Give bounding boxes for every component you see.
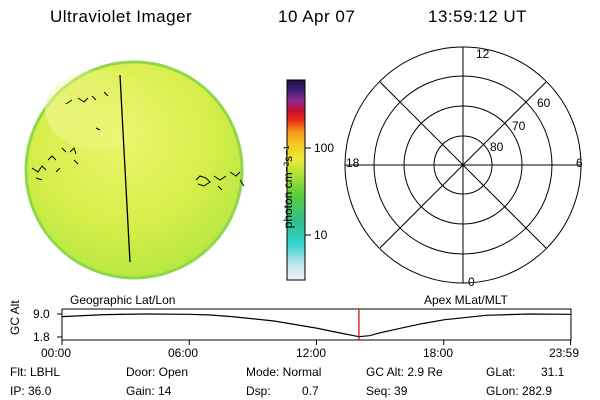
mode-info: Mode: Normal <box>246 365 322 379</box>
glat-value: 31.1 <box>541 365 565 379</box>
orbit-xtick-1200: 12:00 <box>296 346 327 360</box>
coastline-east <box>195 171 245 191</box>
seq-info: Seq: 39 <box>366 384 408 398</box>
projection-apex-label: Apex MLat/MLT <box>424 293 508 307</box>
colorbar-tick-10: 10 <box>314 228 328 242</box>
intensity-colorbar <box>286 79 311 281</box>
dsp-info: Dsp: <box>246 384 271 398</box>
mlat-label-80: 80 <box>490 140 504 154</box>
mlt-label-6: 6 <box>576 156 583 170</box>
mlt-label-18: 18 <box>346 156 360 170</box>
orbit-xtick-2359: 23:59 <box>549 346 580 360</box>
mlt-label-12: 12 <box>476 47 490 61</box>
door-info: Door: Open <box>126 365 189 379</box>
filter-info: Flt: LBHL <box>10 365 61 379</box>
orbit-ytick-9: 9.0 <box>33 307 50 321</box>
mlat-label-60: 60 <box>537 96 551 110</box>
orbit-ytick-1-8: 1.8 <box>33 330 50 344</box>
dsp-value: 0.7 <box>302 384 319 398</box>
coastline-west <box>31 91 109 181</box>
projection-geographic-label: Geographic Lat/Lon <box>70 293 176 307</box>
gain-info: Gain: 14 <box>126 384 172 398</box>
orbit-xtick-0000: 00:00 <box>41 346 72 360</box>
image-time: 13:59:12 UT <box>428 7 528 26</box>
ip-info: IP: 36.0 <box>10 384 52 398</box>
altitude-curve <box>61 313 571 338</box>
orbit-altitude-plot <box>57 308 572 345</box>
colorbar-unit-label: photon cm⁻²s⁻¹ <box>281 145 295 229</box>
glon-info: GLon: 282.9 <box>486 384 553 398</box>
orbit-xtick-1800: 18:00 <box>423 346 454 360</box>
terminator-line <box>119 74 131 263</box>
gc-alt-info: GC Alt: 2.9 Re <box>366 365 443 379</box>
mlt-label-0: 0 <box>468 275 475 289</box>
colorbar-tick-100: 100 <box>314 141 335 155</box>
orbit-xtick-0600: 06:00 <box>168 346 199 360</box>
mlat-label-70: 70 <box>512 119 526 133</box>
uv-earth-image <box>24 60 245 280</box>
orbit-ylabel: GC Alt <box>8 300 22 335</box>
polar-mlat-mlt-plot <box>344 46 582 284</box>
glat-info: GLat: <box>486 365 516 379</box>
image-date: 10 Apr 07 <box>278 7 356 26</box>
instrument-title: Ultraviolet Imager <box>50 7 193 26</box>
